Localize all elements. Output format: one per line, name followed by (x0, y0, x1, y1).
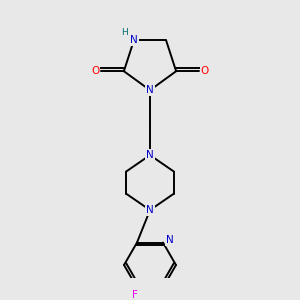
Text: N: N (130, 35, 138, 46)
Text: F: F (132, 290, 137, 300)
Text: N: N (146, 150, 154, 160)
Text: O: O (200, 66, 209, 76)
Text: N: N (146, 85, 154, 95)
Text: N: N (146, 205, 154, 215)
Text: H: H (122, 28, 128, 37)
Text: O: O (91, 66, 100, 76)
Text: N: N (166, 235, 173, 245)
